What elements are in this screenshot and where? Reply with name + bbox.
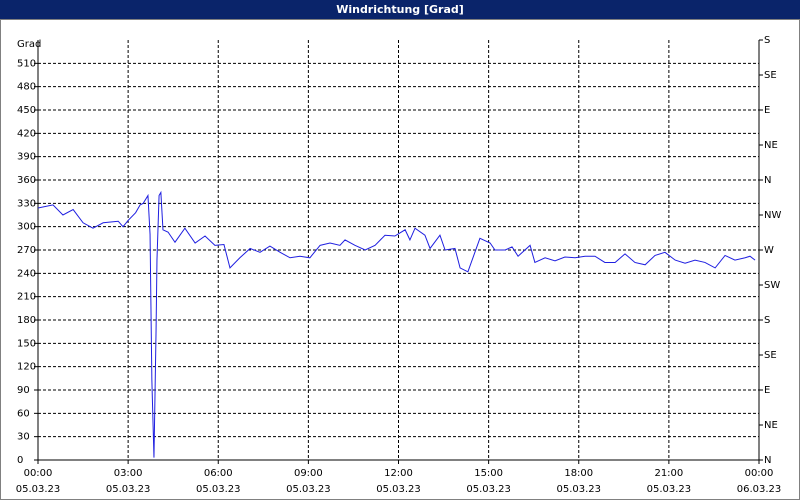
x-tick-date: 05.03.23 [196,484,241,495]
y-tick-label: 480 [17,82,36,93]
y2-tick-label: SE [764,350,777,361]
y-axis-label: Grad [17,39,41,50]
y2-tick-label: SW [764,280,780,291]
x-tick-date: 05.03.23 [16,484,61,495]
x-tick-date: 05.03.23 [556,484,601,495]
y2-tick-label: NE [764,420,778,431]
y-tick-label: 240 [17,268,36,279]
x-tick-date: 05.03.23 [647,484,692,495]
y-tick-label: 510 [17,58,36,69]
y-tick-label: 210 [17,292,36,303]
y2-tick-label: N [764,455,771,466]
y-tick-label: 90 [17,385,30,396]
x-tick-label: 09:00 [294,468,323,479]
x-tick-label: 15:00 [474,468,503,479]
data-line [37,190,756,458]
frame [0,19,800,500]
x-tick-label: 03:00 [114,468,143,479]
y-tick-label: 300 [17,222,36,233]
title-bar [0,0,800,19]
y-tick-label: 360 [17,175,36,186]
y2-tick-label: SE [764,70,777,81]
x-tick-date: 05.03.23 [286,484,331,495]
x-tick-date: 06.03.23 [737,484,782,495]
y-tick-label: 0 [17,455,23,466]
y2-tick-label: S [764,35,770,46]
y-tick-label: 270 [17,245,36,256]
y-tick-label: 390 [17,152,36,163]
y2-tick-label: E [764,105,770,116]
x-tick-label: 21:00 [654,468,683,479]
y-tick-label: 450 [17,105,36,116]
y2-tick-label: NE [764,140,778,151]
x-tick-label: 12:00 [384,468,413,479]
y2-tick-label: E [764,385,770,396]
y2-tick-label: NW [764,210,781,221]
y-tick-label: 420 [17,128,36,139]
y2-tick-label: S [764,315,770,326]
chart-title: Windrichtung [Grad] [336,3,464,16]
x-tick-date: 05.03.23 [376,484,421,495]
y-tick-label: 180 [17,315,36,326]
x-tick-label: 06:00 [204,468,233,479]
x-tick-date: 05.03.23 [466,484,511,495]
x-tick-label: 00:00 [24,468,53,479]
x-tick-date: 05.03.23 [106,484,151,495]
y2-tick-label: N [764,175,771,186]
y-tick-label: 150 [17,338,36,349]
y-tick-label: 120 [17,362,36,373]
x-tick-label: 00:00 [745,468,774,479]
y-tick-label: 60 [17,408,30,419]
y-tick-label: 30 [17,432,30,443]
x-tick-label: 18:00 [564,468,593,479]
y2-tick-label: W [764,245,774,256]
y-tick-label: 330 [17,198,36,209]
